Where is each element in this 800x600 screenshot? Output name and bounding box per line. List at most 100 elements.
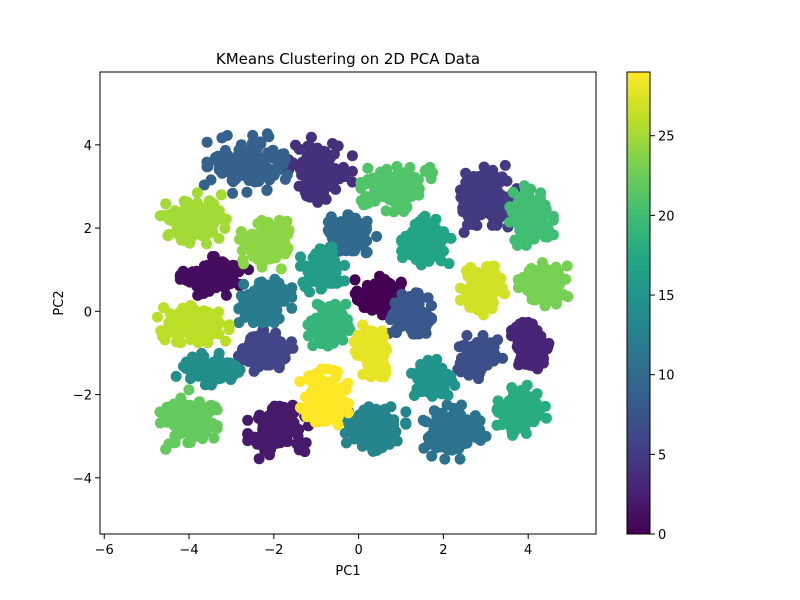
data-point <box>269 273 281 285</box>
data-point <box>253 355 265 367</box>
data-point <box>342 407 354 419</box>
colorbar-tick-label: 15 <box>658 289 675 304</box>
data-point <box>512 274 524 286</box>
data-point <box>263 446 275 458</box>
data-point <box>302 330 314 342</box>
data-point <box>440 411 452 422</box>
data-point <box>238 278 250 290</box>
data-point <box>307 340 319 352</box>
data-point <box>374 424 386 436</box>
data-point <box>320 181 332 193</box>
data-point <box>228 158 240 169</box>
data-point <box>242 414 254 426</box>
data-point <box>346 150 358 162</box>
data-point <box>432 243 444 255</box>
data-point <box>407 185 419 197</box>
data-point <box>209 270 221 282</box>
cluster-3 <box>506 316 555 375</box>
data-point <box>361 246 373 258</box>
data-point <box>533 212 544 224</box>
data-point <box>328 148 340 160</box>
data-point <box>265 170 276 181</box>
data-point <box>477 339 489 351</box>
data-point <box>312 176 324 188</box>
data-point <box>179 326 191 337</box>
data-point <box>175 337 187 349</box>
data-point <box>205 174 217 186</box>
data-point <box>301 150 313 162</box>
data-point <box>348 236 359 248</box>
data-point <box>396 187 408 199</box>
data-point <box>458 227 470 238</box>
data-point <box>233 302 245 314</box>
y-tick-label: 4 <box>84 139 92 154</box>
data-point <box>201 136 213 148</box>
data-point <box>182 213 194 225</box>
cluster-18 <box>491 379 552 441</box>
data-point <box>409 230 421 242</box>
data-point <box>274 214 285 226</box>
data-point <box>325 211 337 223</box>
data-point <box>360 223 372 235</box>
data-point <box>406 367 417 379</box>
data-point <box>221 130 233 141</box>
data-point <box>430 230 442 242</box>
data-point <box>425 430 436 442</box>
cluster-1 <box>174 251 255 301</box>
data-point <box>527 269 539 281</box>
data-point <box>232 350 244 362</box>
data-point <box>175 392 187 404</box>
data-point <box>475 281 486 293</box>
data-point <box>396 245 408 257</box>
data-point <box>207 226 219 238</box>
data-point <box>219 222 231 234</box>
data-point <box>281 169 293 181</box>
plot-frame <box>99 71 597 535</box>
data-point <box>381 163 393 175</box>
data-point <box>385 401 397 413</box>
data-point <box>561 260 573 272</box>
data-point <box>383 277 395 289</box>
cluster-12 <box>233 273 298 329</box>
x-axis-ticks: −6 −4 −2 0 2 4 <box>95 534 532 558</box>
cluster-8 <box>383 287 437 340</box>
data-point <box>330 228 342 240</box>
cluster-6 <box>232 324 299 377</box>
cluster-26 <box>151 299 235 349</box>
cluster-25 <box>154 187 232 250</box>
data-point <box>480 270 492 282</box>
data-point <box>170 370 182 382</box>
data-point <box>246 137 258 149</box>
data-point <box>531 388 543 400</box>
data-point <box>327 337 339 349</box>
data-point <box>160 198 172 210</box>
cluster-28 <box>348 319 392 383</box>
data-point <box>300 437 312 449</box>
data-point <box>517 230 529 242</box>
data-point <box>314 400 326 412</box>
data-point <box>325 306 336 318</box>
x-tick-label: 0 <box>354 543 362 558</box>
data-point <box>420 308 432 320</box>
cluster-24 <box>234 214 295 275</box>
y-tick-label: −2 <box>73 389 92 404</box>
data-point <box>211 312 223 324</box>
colorbar-ticks: 0 5 10 15 20 25 <box>650 130 675 543</box>
data-point <box>550 275 562 287</box>
data-point <box>242 341 254 353</box>
data-point <box>293 143 305 155</box>
data-point <box>547 229 559 241</box>
data-point <box>468 171 480 182</box>
data-point <box>423 438 435 450</box>
colorbar-tick-label: 0 <box>658 528 666 543</box>
data-point <box>454 453 466 465</box>
data-point <box>294 402 306 414</box>
cluster-17 <box>396 210 457 271</box>
data-point <box>216 167 228 179</box>
scatter-points <box>151 128 574 465</box>
x-tick-label: 4 <box>524 543 532 558</box>
data-point <box>222 149 234 161</box>
data-point <box>330 167 342 178</box>
data-point <box>495 273 507 285</box>
data-point <box>540 276 552 288</box>
